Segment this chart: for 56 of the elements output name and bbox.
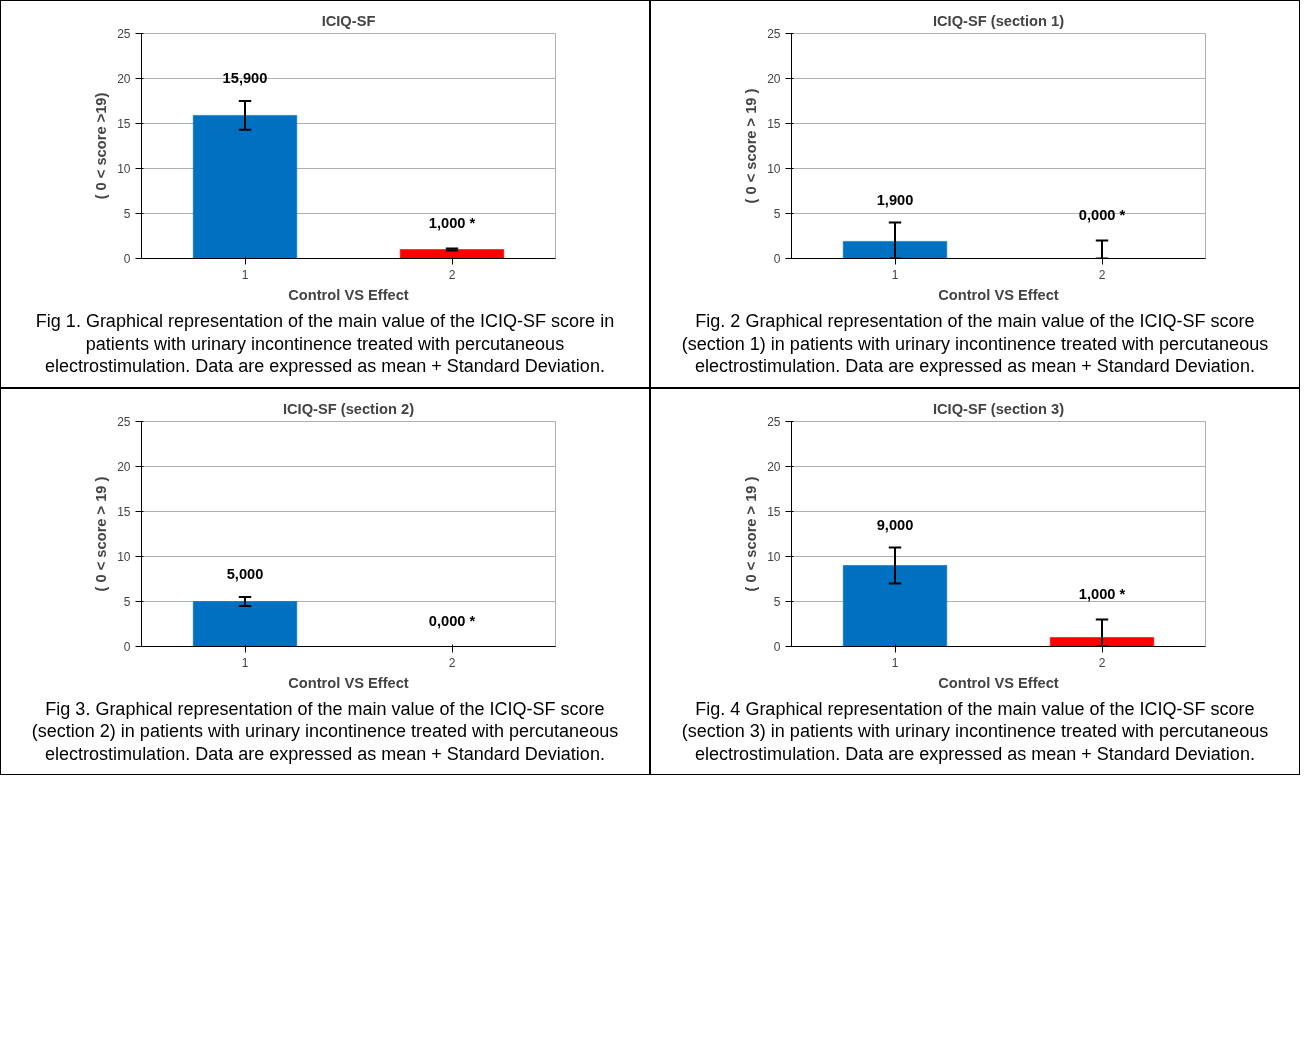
- y-tick-label: 10: [117, 162, 131, 176]
- y-tick-label: 5: [773, 207, 781, 221]
- y-tick-label: 5: [123, 207, 131, 221]
- data-label: 9,000: [876, 516, 914, 532]
- y-tick-label: 10: [767, 549, 781, 564]
- caption: Fig 3. Graphical representation of the main value of the ICIQ-SF score (section 2) in patients with urinary incontinence treated with percutaneous electrostimulation. Data are expressed as mean + Standard Deviation.: [30, 697, 620, 765]
- y-tick-label: 25: [767, 414, 781, 429]
- y-tick-label: 15: [767, 117, 781, 131]
- x-tick-label: 2: [448, 267, 456, 282]
- y-axis-title: ( 0 < score > 19 ): [743, 88, 760, 204]
- y-tick-label: 20: [117, 72, 131, 86]
- data-label: 0,000 *: [428, 612, 476, 628]
- y-axis-title: ( 0 < score > 19 ): [93, 475, 110, 591]
- x-tick-label: 2: [1098, 267, 1106, 282]
- caption: Fig. 4 Graphical representation of the main value of the ICIQ-SF score (section 3) in patients with urinary incontinence treated with percutaneous electrostimulation. Data are expressed as mean + Standard Deviation.: [680, 697, 1270, 765]
- x-tick-label: 1: [241, 267, 249, 282]
- chart-title: ICIQ-SF (section 3): [932, 400, 1065, 416]
- y-tick-label: 25: [767, 27, 781, 41]
- x-axis-title: Control VS Effect: [938, 286, 1059, 303]
- x-tick-label: 2: [448, 655, 456, 669]
- chart-title: ICIQ-SF: [321, 12, 376, 29]
- y-tick-label: 25: [117, 27, 131, 41]
- x-tick-label: 1: [891, 267, 899, 282]
- y-tick-label: 5: [773, 594, 781, 609]
- data-label: 1,000 *: [428, 214, 476, 231]
- y-axis-title: ( 0 < score > 19 ): [743, 475, 760, 591]
- y-tick-label: 5: [123, 594, 131, 609]
- x-axis-title: Control VS Effect: [938, 674, 1059, 690]
- data-label: 1,000 *: [1078, 585, 1126, 601]
- y-tick-label: 20: [767, 459, 781, 474]
- y-tick-label: 10: [767, 162, 781, 176]
- data-label: 15,900: [222, 70, 268, 86]
- x-axis-title: Control VS Effect: [288, 286, 409, 303]
- data-label: 1,900: [876, 191, 914, 208]
- caption: Fig. 2 Graphical representation of the main value of the ICIQ-SF score (section 1) in patients with urinary incontinence treated with percutaneous electrostimulation. Data are expressed as mean + Standard Deviation.: [680, 310, 1270, 378]
- data-label: 0,000 *: [1078, 206, 1126, 223]
- x-axis-title: Control VS Effect: [288, 674, 409, 690]
- x-tick-label: 1: [891, 655, 899, 669]
- caption: Fig 1. Graphical representation of the main value of the ICIQ-SF score in patients with urinary incontinence treated with percutaneous electrostimulation. Data are expressed as mean + Standard Deviation.: [34, 310, 616, 378]
- y-tick-label: 25: [117, 414, 131, 429]
- data-label: 5,000: [226, 565, 264, 582]
- chart-title: ICIQ-SF (section 2): [282, 400, 415, 416]
- y-axis-title: ( 0 < score >19): [93, 92, 110, 200]
- y-tick-label: 0: [773, 639, 781, 654]
- y-tick-label: 0: [773, 252, 781, 266]
- y-tick-label: 15: [767, 504, 781, 519]
- x-tick-label: 1: [241, 655, 249, 669]
- x-tick-label: 2: [1098, 655, 1106, 669]
- y-tick-label: 0: [123, 252, 131, 266]
- y-tick-label: 10: [117, 549, 131, 564]
- y-tick-label: 15: [117, 504, 131, 519]
- y-tick-label: 0: [123, 639, 131, 654]
- y-tick-label: 20: [117, 459, 131, 474]
- y-tick-label: 20: [767, 72, 781, 86]
- y-tick-label: 15: [117, 117, 131, 131]
- chart-title: ICIQ-SF (section 1): [932, 12, 1065, 29]
